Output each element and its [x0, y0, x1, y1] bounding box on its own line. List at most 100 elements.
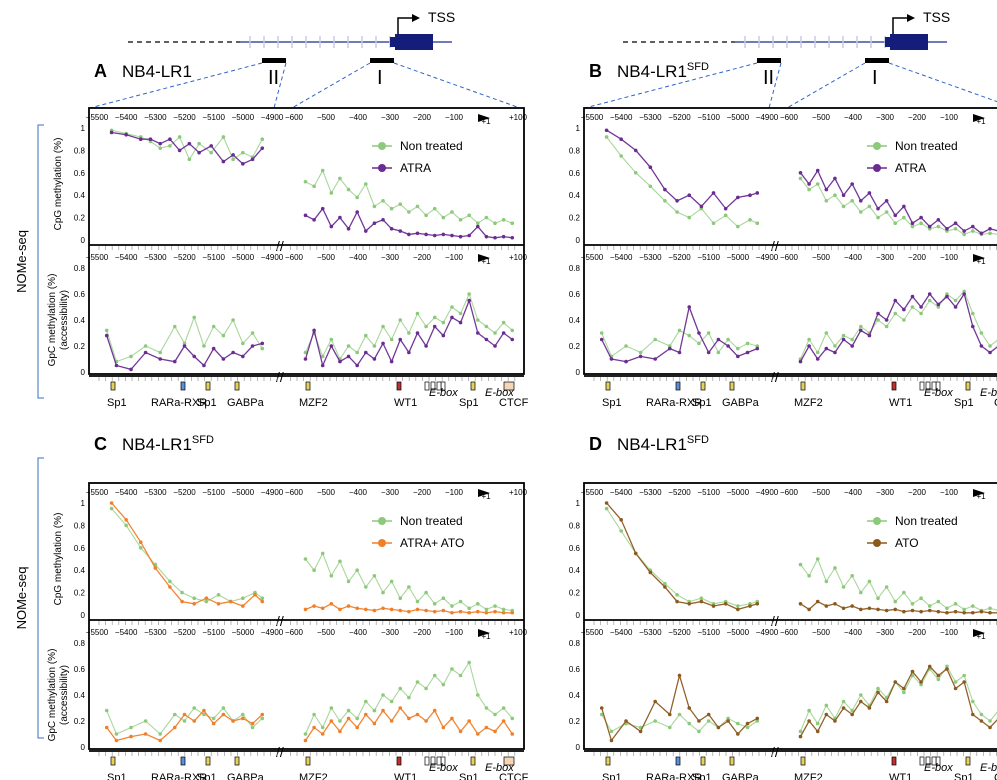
- data-point: [475, 224, 480, 229]
- x-tick-label: −5200: [668, 628, 691, 637]
- data-point: [850, 708, 854, 713]
- data-point: [467, 610, 471, 615]
- data-point: [346, 227, 351, 231]
- data-point: [338, 559, 342, 564]
- nome-seq-label: NOMe-seq: [14, 567, 29, 630]
- motif-marker: [800, 756, 806, 766]
- data-point: [936, 305, 941, 309]
- data-point: [143, 719, 148, 723]
- motif-marker: [180, 756, 186, 766]
- data-point: [407, 585, 411, 589]
- data-point: [910, 224, 915, 229]
- data-point: [677, 673, 682, 678]
- data-point: [450, 210, 454, 214]
- x-tick-label: −5400: [115, 113, 138, 122]
- data-point: [172, 324, 177, 329]
- data-point: [312, 725, 316, 730]
- data-point: [919, 596, 923, 600]
- data-point: [619, 154, 623, 158]
- data-point: [902, 204, 906, 209]
- x-tick-label: −300: [381, 113, 400, 122]
- x-tick-label: −4900: [756, 253, 779, 262]
- data-point: [197, 150, 201, 155]
- data-point: [736, 721, 740, 726]
- data-point: [945, 292, 949, 296]
- motif-label: MZF2: [299, 772, 328, 780]
- data-point: [241, 341, 245, 346]
- data-point: [910, 305, 915, 309]
- data-point: [363, 712, 368, 717]
- data-point: [329, 602, 334, 606]
- data-point: [858, 590, 863, 595]
- data-point: [884, 324, 889, 329]
- data-point: [893, 680, 898, 684]
- data-point: [858, 607, 863, 612]
- data-point: [260, 146, 265, 150]
- data-point: [221, 333, 226, 338]
- data-point: [250, 344, 255, 348]
- data-point: [114, 732, 119, 736]
- x-tick-label: −200: [908, 628, 927, 637]
- data-point: [815, 721, 820, 726]
- zoom-connector: [273, 62, 287, 109]
- legend-swatch-dot: [873, 142, 881, 150]
- series-line-treated: [111, 131, 263, 165]
- data-point: [458, 320, 463, 325]
- data-point: [312, 712, 316, 717]
- data-point: [381, 218, 385, 222]
- series-line-non-treated: [606, 136, 758, 228]
- data-point: [320, 206, 325, 211]
- data-point: [415, 204, 420, 209]
- data-point: [424, 213, 428, 218]
- data-point: [841, 585, 846, 589]
- x-tick-label: −5100: [697, 113, 720, 122]
- data-point: [962, 680, 966, 684]
- motif-marker: [436, 756, 442, 766]
- data-point: [320, 732, 325, 736]
- panel-letter: B: [589, 61, 602, 81]
- data-point: [970, 229, 975, 233]
- data-point: [441, 682, 446, 687]
- data-point: [329, 574, 334, 578]
- data-point: [231, 153, 235, 157]
- region-ii-bar: [757, 58, 781, 63]
- data-point: [381, 324, 385, 329]
- region-i-bar: [865, 58, 889, 63]
- x-tick-label: −200: [413, 628, 432, 637]
- tss-flag: [973, 114, 985, 122]
- data-point: [876, 311, 880, 316]
- data-point: [675, 199, 679, 203]
- data-point: [726, 337, 730, 342]
- data-point: [182, 712, 187, 717]
- region-i-bar: [370, 58, 394, 63]
- data-point: [484, 337, 489, 342]
- x-tick-label: −400: [844, 488, 863, 497]
- data-point: [936, 609, 941, 614]
- data-point: [748, 218, 752, 222]
- data-point: [441, 596, 446, 600]
- x-tick-label: −600: [780, 488, 799, 497]
- x-tick-label: −5200: [668, 113, 691, 122]
- data-point: [893, 607, 898, 612]
- y-tick-label: 0.2: [74, 214, 86, 223]
- motif-marker: [931, 756, 937, 766]
- x-tick-label: −400: [349, 113, 368, 122]
- y-tick-label: 0.4: [569, 316, 581, 325]
- x-tick-label: +1: [976, 492, 986, 501]
- data-point: [180, 590, 184, 595]
- data-point: [346, 344, 351, 348]
- data-point: [876, 690, 880, 695]
- data-point: [221, 357, 226, 361]
- data-point: [329, 706, 334, 710]
- data-point: [945, 664, 949, 669]
- series-line-treated: [799, 665, 997, 737]
- x-tick-label: −5100: [697, 628, 720, 637]
- data-point: [988, 231, 992, 236]
- data-point: [241, 716, 245, 721]
- x-tick-label: −5400: [115, 488, 138, 497]
- data-point: [260, 137, 265, 141]
- data-point: [953, 686, 958, 691]
- motif-marker: [919, 756, 925, 766]
- y-tick-label: 1: [576, 124, 581, 133]
- motif-marker: [180, 381, 186, 391]
